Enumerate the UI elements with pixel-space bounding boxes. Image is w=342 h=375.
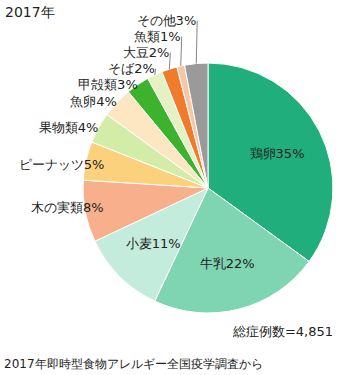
category-label: 果物類: [39, 120, 78, 135]
data-label: 魚卵4%: [70, 94, 117, 109]
data-label: 鶏卵35%: [250, 146, 305, 161]
leader-line: [169, 53, 170, 70]
value-label: 2%: [134, 61, 155, 76]
category-label: 鶏卵: [250, 146, 276, 161]
category-label: 大豆: [123, 45, 149, 60]
annotation: 総症例数=4,851: [232, 324, 333, 339]
labels: 鶏卵35%牛乳22%小麦11%木の実類8%ピーナッツ5%果物類4%魚卵4%甲殻類…: [19, 13, 305, 271]
category-label: 魚卵: [70, 94, 96, 109]
data-label: 甲殻類3%: [78, 77, 138, 92]
value-label: 2%: [149, 45, 170, 60]
slice: [83, 180, 208, 241]
data-label: その他3%: [137, 13, 197, 28]
data-label: 果物類4%: [39, 120, 99, 135]
chart-root: 2017年鶏卵35%牛乳22%小麦11%木の実類8%ピーナッツ5%果物類4%魚卵…: [0, 0, 342, 375]
category-label: 牛乳: [200, 256, 226, 271]
data-label: 木の実類8%: [31, 200, 104, 215]
value-label: 1%: [160, 29, 181, 44]
value-label: 3%: [176, 13, 197, 28]
category-label: 木の実類: [31, 200, 83, 215]
value-label: 3%: [117, 77, 138, 92]
slices: [83, 63, 333, 313]
category-label: 甲殻類: [78, 77, 117, 92]
source-note: 2017年即時型食物アレルギー全国疫学調査から: [4, 357, 263, 371]
data-label: 小麦11%: [126, 236, 181, 251]
category-label: 魚類: [134, 29, 160, 44]
value-label: 35%: [276, 146, 305, 161]
value-label: 4%: [96, 94, 117, 109]
slice: [185, 63, 208, 188]
data-label: ピーナッツ5%: [19, 157, 105, 172]
title: 2017年: [5, 4, 55, 20]
value-label: 22%: [226, 256, 255, 271]
data-label: そば2%: [108, 61, 155, 76]
leader-line: [196, 21, 197, 64]
category-label: そば: [108, 61, 135, 76]
value-label: 4%: [78, 120, 99, 135]
data-label: 大豆2%: [123, 45, 170, 60]
value-label: 8%: [83, 200, 104, 215]
value-label: 11%: [152, 236, 181, 251]
data-label: 牛乳22%: [200, 256, 255, 271]
data-label: 魚類1%: [134, 29, 181, 44]
leader-line: [181, 37, 182, 66]
category-label: ピーナッツ: [19, 157, 84, 172]
leader-line: [155, 69, 156, 75]
category-label: 小麦: [126, 236, 152, 251]
value-label: 5%: [84, 157, 105, 172]
category-label: その他: [137, 13, 176, 28]
